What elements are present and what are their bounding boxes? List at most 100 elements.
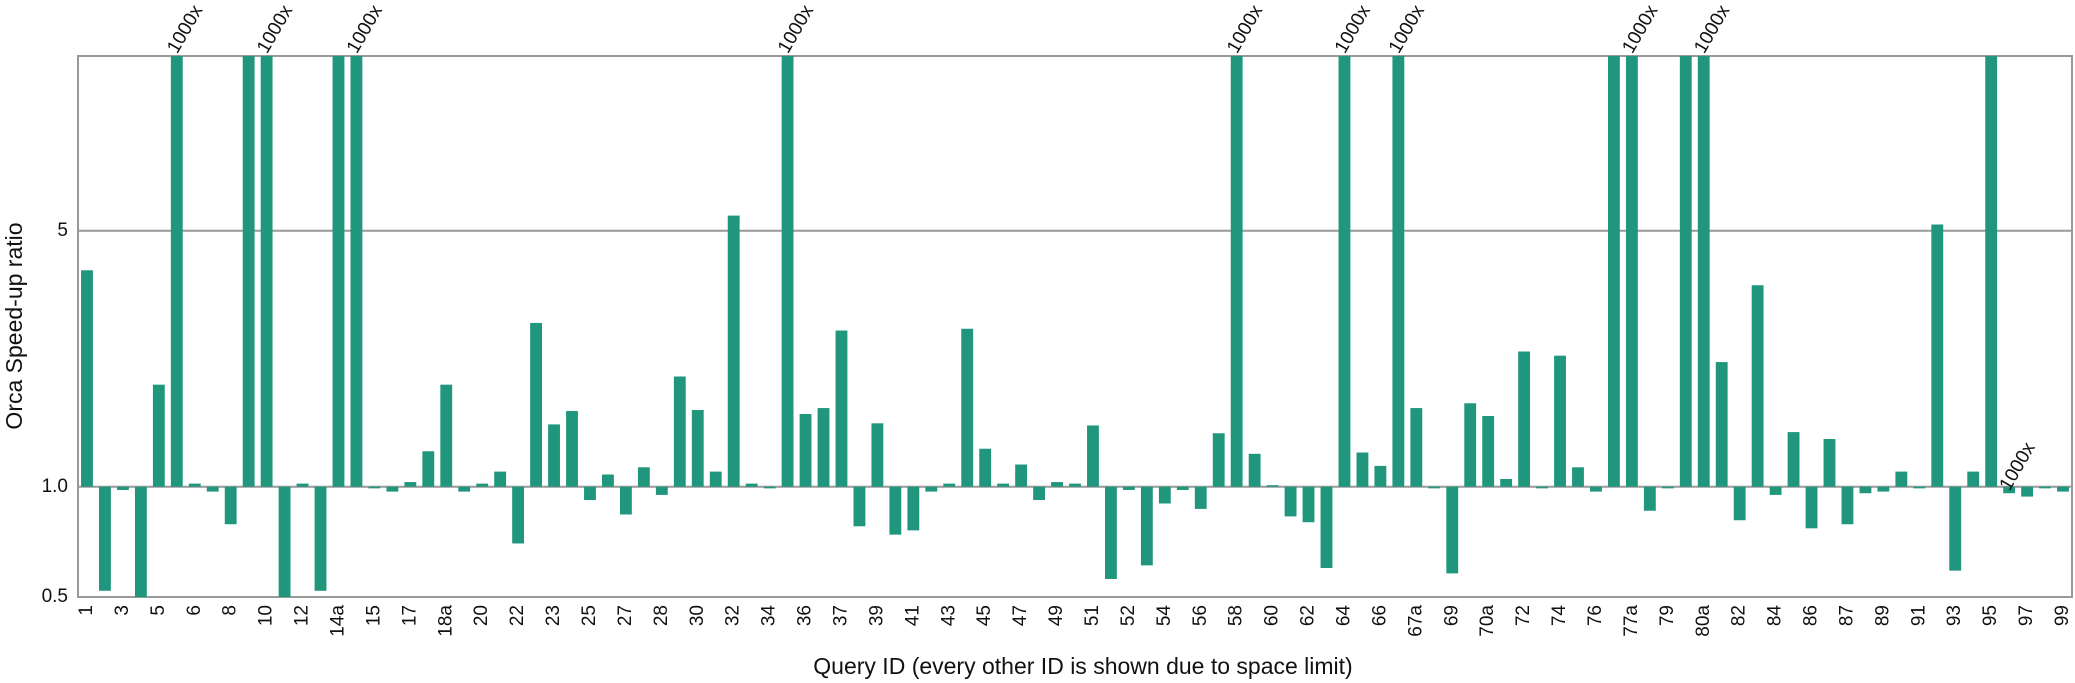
bar [619,486,632,515]
x-tick-label: 20 [471,605,492,626]
x-tick-label: 62 [1298,605,1319,626]
bar [2057,486,2069,492]
bar [440,384,453,487]
bar [781,56,794,487]
bar [530,322,543,487]
x-tick-label: 89 [1872,605,1893,626]
bar [2003,486,2016,494]
bar [727,215,740,487]
x-tick-label: 99 [2052,605,2073,626]
bar [1805,486,1818,529]
bar [188,483,201,487]
value-label: 1000x [1618,1,1662,57]
x-tick-label: 8 [220,605,241,616]
x-tick-label: 67a [1405,605,1426,637]
x-tick-label: 70a [1477,605,1498,637]
bar [1320,486,1333,568]
bar [979,448,992,487]
bar [1572,467,1584,487]
x-tick-label: 39 [866,605,887,626]
bar [817,408,830,487]
value-label: 1000x [163,1,207,57]
bar [602,474,614,487]
y-axis-title: Orca Speed-up ratio [1,222,27,429]
value-label: 1000x [774,1,818,57]
value-label: 1000x [1690,1,1734,57]
y-tick-label: 1.0 [42,476,68,497]
x-tick-label: 14a [327,605,348,637]
x-tick-label: 3 [112,605,133,616]
x-tick-label: 6 [184,605,205,616]
x-tick-label: 91 [1908,605,1929,626]
bar [1410,408,1423,487]
bar [1661,486,1674,489]
bar [1697,56,1710,487]
x-tick-label: 12 [292,605,313,626]
value-label: 1000x [1385,1,1429,57]
bar [584,486,596,501]
bar [1302,486,1315,523]
bar [386,486,399,492]
bar [404,482,417,487]
bar [907,486,920,531]
bar [691,410,704,487]
x-tick-label: 41 [902,605,923,626]
bar [655,486,668,495]
x-tick-label: 77a [1621,605,1642,637]
bar [1769,486,1782,495]
bar [368,486,381,489]
x-tick-label: 45 [974,605,995,626]
bar [134,486,147,597]
plot-frame [77,55,2073,598]
bar [152,384,165,487]
bar [745,483,758,487]
x-tick-label: 64 [1333,605,1354,627]
bar [512,486,525,544]
bar [1625,56,1638,487]
bar [1787,432,1800,487]
bar [1464,403,1477,487]
bar [1212,433,1225,487]
bar [637,467,650,487]
x-tick-label: 93 [1944,605,1965,626]
bar [889,486,902,535]
bar [1374,465,1387,487]
x-tick-label: 49 [1046,605,1067,626]
bar [1500,478,1513,487]
bar [1069,483,1081,487]
bar [1158,486,1171,504]
x-tick-label: 87 [1836,605,1857,626]
y-tick-label: 0.5 [42,586,68,607]
bar [709,471,722,487]
bar [1518,351,1531,487]
x-tick-label: 79 [1657,605,1678,626]
x-tick-label: 18a [435,605,456,637]
bar [1931,224,1944,487]
bar [1428,486,1441,489]
x-tick-label: 22 [507,605,528,626]
bar [296,483,309,487]
bar [673,376,686,487]
x-tick-label: 10 [256,605,277,626]
bar [206,486,219,492]
x-tick-label: 56 [1190,605,1211,626]
bar [1913,486,1926,489]
x-tick-label: 1 [76,605,97,616]
bar [853,486,866,527]
x-tick-label: 80a [1693,605,1714,637]
bar [458,486,471,492]
x-tick-label: 66 [1369,605,1390,626]
bar [1949,486,1962,571]
x-tick-label: 76 [1585,605,1606,626]
bar [1122,486,1135,490]
x-tick-label: 37 [830,605,851,626]
x-tick-label: 15 [363,605,384,626]
bar [242,56,255,487]
bar [260,56,273,487]
bar [1176,486,1189,490]
x-axis-title: Query ID (every other ID is shown due to… [813,653,1352,679]
bar [170,56,183,487]
bar [494,471,507,487]
bar [1554,355,1566,487]
